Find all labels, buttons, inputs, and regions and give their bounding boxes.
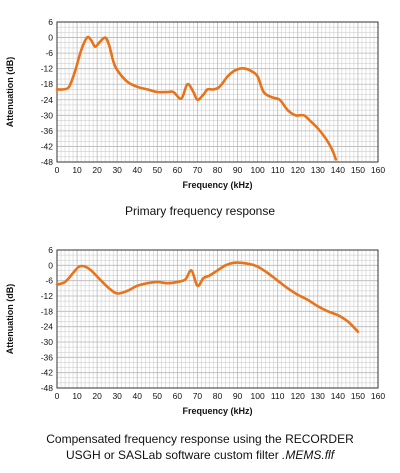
c2-x-axis-title: Frequency (kHz) [182, 406, 252, 416]
c1-y-tick-label: -48 [41, 157, 54, 167]
c1-x-tick-label: 100 [251, 165, 265, 175]
c2-y-tick-label: -36 [41, 352, 54, 362]
c1-x-axis-title: Frequency (kHz) [182, 180, 252, 190]
caption-compensated-line-2-text: USGH or SASLab software custom filter [65, 448, 283, 462]
c1-x-tick-label: 160 [371, 165, 385, 175]
c2-x-tick-label: 120 [291, 391, 305, 401]
c2-y-tick-label: -48 [41, 383, 54, 393]
c2-x-tick-label: 30 [112, 391, 122, 401]
c2-x-tick-label: 150 [351, 391, 365, 401]
c2-x-tick-label: 60 [173, 391, 183, 401]
c1-y-tick-label: -42 [41, 141, 54, 151]
c1-y-tick-label: 0 [48, 33, 53, 43]
c1-x-tick-label: 30 [112, 165, 122, 175]
c1-x-tick-label: 40 [133, 165, 143, 175]
c1-x-tick-label: 0 [55, 165, 60, 175]
c2-x-tick-label: 100 [251, 391, 265, 401]
c2-y-tick-label: -30 [41, 337, 54, 347]
c1-x-tick-label: 70 [193, 165, 203, 175]
c2-x-tick-label: 0 [55, 391, 60, 401]
caption-compensated: Compensated frequency response using the… [0, 431, 400, 463]
c2-series-line-0 [55, 261, 360, 334]
c2-x-tick-label: 50 [153, 391, 163, 401]
c2-y-tick-label: -42 [41, 368, 54, 378]
c1-x-tick-label: 80 [213, 165, 223, 175]
chart-compensated: 60-6-12-18-24-30-36-42-480 10 20 30 40 50 60 70… [5, 245, 385, 416]
caption-primary-text: Primary frequency response [124, 204, 276, 218]
c1-y-axis-title: Attenuation (dB) [5, 57, 15, 127]
c2-y-tick-label: -24 [41, 322, 54, 332]
c2-x-tick-label: 40 [133, 391, 143, 401]
c2-x-tick-label: 130 [311, 391, 325, 401]
caption-primary: Primary frequency response [0, 203, 400, 219]
c2-y-tick-label: -6 [45, 276, 53, 286]
c1-x-tick-label: 120 [291, 165, 305, 175]
caption-compensated-filename: .MEMS.flf [282, 448, 335, 462]
c2-y-tick-label: 0 [48, 260, 53, 270]
chart-primary: 60-6-12-18-24-30-36-42-480 10 20 30 40 50 60 70… [5, 17, 385, 190]
c2-x-tick-label: 10 [72, 391, 82, 401]
c1-y-tick-label: -6 [45, 48, 53, 58]
c1-x-tick-label: 60 [173, 165, 183, 175]
caption-compensated-line-2: USGH or SASLab software custom filter .M… [0, 447, 400, 463]
c1-y-tick-label: -12 [41, 64, 54, 74]
c2-x-tick-label: 110 [271, 391, 285, 401]
c2-x-tick-label: 90 [233, 391, 243, 401]
c2-x-tick-label: 160 [371, 391, 385, 401]
c1-x-tick-label: 20 [92, 165, 102, 175]
c1-x-tick-label: 130 [311, 165, 325, 175]
c1-x-tick-label: 10 [72, 165, 82, 175]
c2-x-tick-label: 80 [213, 391, 223, 401]
c1-x-tick-label: 140 [331, 165, 345, 175]
c1-y-tick-label: 6 [48, 17, 53, 27]
c2-x-tick-label: 140 [331, 391, 345, 401]
c2-y-tick-label: -18 [41, 306, 54, 316]
c1-series-line-0 [55, 35, 338, 161]
c2-plot-frame [56, 249, 379, 389]
caption-compensated-line-1: Compensated frequency response using the… [46, 432, 354, 446]
c2-y-tick-label: 6 [48, 245, 53, 255]
c2-y-axis-title: Attenuation (dB) [5, 284, 15, 354]
c1-y-tick-label: -30 [41, 110, 54, 120]
c1-x-tick-label: 50 [153, 165, 163, 175]
c1-plot-frame [56, 21, 379, 163]
c2-x-tick-label: 70 [193, 391, 203, 401]
c1-y-tick-label: -36 [41, 126, 54, 136]
c1-x-tick-label: 110 [271, 165, 285, 175]
c1-y-tick-label: -18 [41, 79, 54, 89]
c1-x-tick-label: 150 [351, 165, 365, 175]
c1-x-tick-label: 90 [233, 165, 243, 175]
c2-y-tick-label: -12 [41, 291, 54, 301]
c1-y-tick-label: -24 [41, 95, 54, 105]
c2-x-tick-label: 20 [92, 391, 102, 401]
